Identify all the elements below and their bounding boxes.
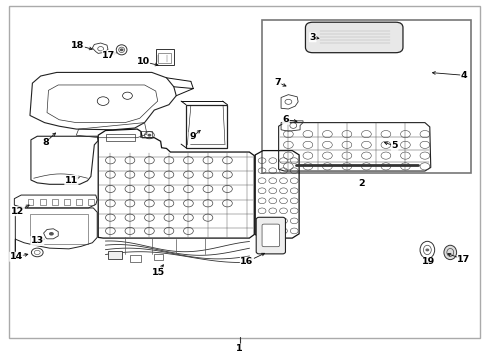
Text: 18: 18	[71, 41, 84, 50]
Bar	[130, 255, 141, 262]
Bar	[76, 199, 82, 205]
Bar	[261, 21, 470, 173]
Text: 14: 14	[10, 252, 23, 261]
Text: 19: 19	[421, 257, 434, 266]
Text: 15: 15	[151, 268, 164, 277]
Bar	[140, 131, 152, 137]
Circle shape	[120, 48, 123, 51]
Bar	[156, 49, 174, 65]
Text: 4: 4	[460, 71, 466, 80]
Bar	[158, 53, 170, 63]
Text: 3: 3	[309, 33, 315, 42]
Bar	[88, 199, 94, 205]
Bar	[64, 199, 70, 205]
Text: 2: 2	[358, 179, 364, 188]
Text: 13: 13	[31, 237, 44, 246]
Bar	[105, 134, 135, 141]
FancyBboxPatch shape	[256, 217, 285, 254]
Text: 5: 5	[390, 141, 397, 150]
FancyBboxPatch shape	[262, 224, 279, 247]
Bar	[27, 199, 33, 205]
Circle shape	[147, 134, 151, 136]
Text: 10: 10	[136, 57, 149, 66]
Text: 12: 12	[11, 207, 24, 216]
Text: 9: 9	[189, 132, 195, 141]
Ellipse shape	[443, 245, 456, 260]
Bar	[108, 251, 122, 259]
Text: 7: 7	[274, 78, 281, 87]
Text: 11: 11	[64, 176, 78, 185]
Circle shape	[425, 248, 428, 251]
Text: 8: 8	[42, 138, 49, 147]
Bar	[52, 199, 58, 205]
Text: 16: 16	[240, 257, 253, 266]
Text: 17: 17	[102, 51, 115, 60]
Bar	[40, 199, 45, 205]
Circle shape	[49, 232, 54, 235]
Bar	[30, 215, 88, 244]
Bar	[154, 254, 163, 260]
FancyBboxPatch shape	[305, 22, 402, 53]
Bar	[185, 105, 227, 148]
Text: 1: 1	[236, 344, 243, 353]
Text: 17: 17	[456, 255, 469, 264]
Text: 6: 6	[282, 115, 289, 124]
